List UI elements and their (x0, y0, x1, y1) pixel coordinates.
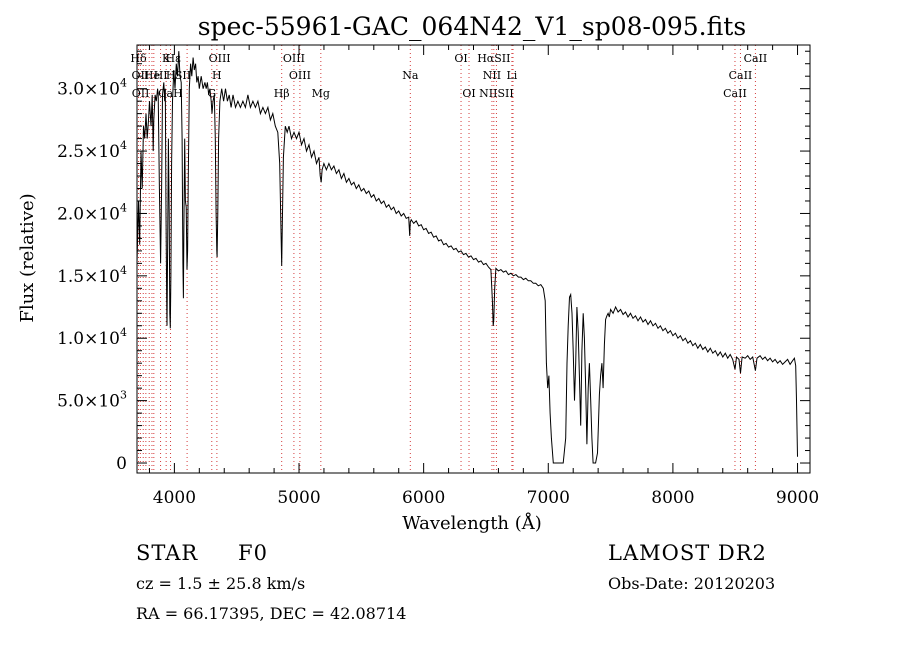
x-tick-label: 9000 (776, 488, 819, 508)
line-marker-label: SII (175, 69, 191, 82)
line-marker-label: Li (506, 69, 517, 82)
x-tick-label: 7000 (527, 488, 570, 508)
line-marker-label: Mg (312, 87, 330, 100)
line-marker-label: Hδ (130, 52, 147, 65)
line-marker-label: OIII (289, 69, 311, 82)
y-axis-ticks: 0 5.0×103 1.0×104 1.5×104 2.0×104 2.5×104 3.0×… (57, 50, 810, 474)
coordinates-text: RA = 66.17395, DEC = 42.08714 (136, 604, 407, 623)
obs-date-text: Obs-Date: 20120203 (608, 574, 776, 593)
line-marker-label: NII (483, 69, 501, 82)
object-class: STAR (136, 541, 199, 565)
line-marker-label: CaII (723, 87, 747, 100)
y-tick-label: 1.0×104 (57, 326, 127, 349)
line-marker-label: OI (454, 52, 467, 65)
y-tick-label: 5.0×103 (57, 389, 127, 412)
line-marker-label: CaII (744, 52, 768, 65)
y-tick-label: 1.5×104 (57, 264, 127, 287)
x-tick-label: 5000 (277, 488, 320, 508)
line-marker-label: Hβ (274, 87, 290, 100)
chart-title: spec-55961-GAC_064N42_V1_sp08-095.fits (198, 12, 746, 41)
object-subclass: F0 (238, 541, 268, 565)
line-marker-label: HαSII (477, 52, 510, 65)
line-marker-label: HI (154, 69, 168, 82)
line-marker-label: Na (402, 69, 419, 82)
line-marker-label: OIII (283, 52, 305, 65)
line-marker-label: H (212, 69, 222, 82)
line-marker-label: OI (462, 87, 475, 100)
y-axis-label: Flux (relative) (17, 193, 38, 322)
line-marker-label: CaH (158, 87, 183, 100)
line-marker-label: Hε (165, 52, 181, 65)
y-tick-label: 3.0×104 (57, 77, 127, 100)
line-marker-label: H (166, 69, 176, 82)
line-marker-label: OIII (209, 52, 231, 65)
line-marker-label: K (162, 52, 171, 65)
line-marker-label: OII (132, 69, 150, 82)
y-tick-label: 2.5×104 (57, 139, 127, 162)
spectrum-line (136, 51, 798, 464)
y-tick-label: 0 (116, 454, 127, 474)
line-marker-label: G (207, 87, 216, 100)
x-axis-label: Wavelength (Å) (402, 512, 542, 534)
y-tick-label: 2.0×104 (57, 201, 127, 224)
redshift-text: cz = 1.5 ± 25.8 km/s (136, 574, 306, 593)
line-marker-label: He (144, 69, 160, 82)
x-tick-label: 6000 (402, 488, 445, 508)
line-marker-label: NIISII (479, 87, 514, 100)
line-marker-label: OII (132, 87, 150, 100)
spectral-line-markers (137, 45, 756, 473)
x-tick-label: 8000 (651, 488, 694, 508)
x-tick-label: 4000 (153, 488, 196, 508)
x-axis-ticks: 4000 5000 6000 7000 8000 9000 (148, 45, 819, 508)
line-marker-label: CaII (729, 69, 753, 82)
survey-name: LAMOST DR2 (608, 541, 767, 565)
